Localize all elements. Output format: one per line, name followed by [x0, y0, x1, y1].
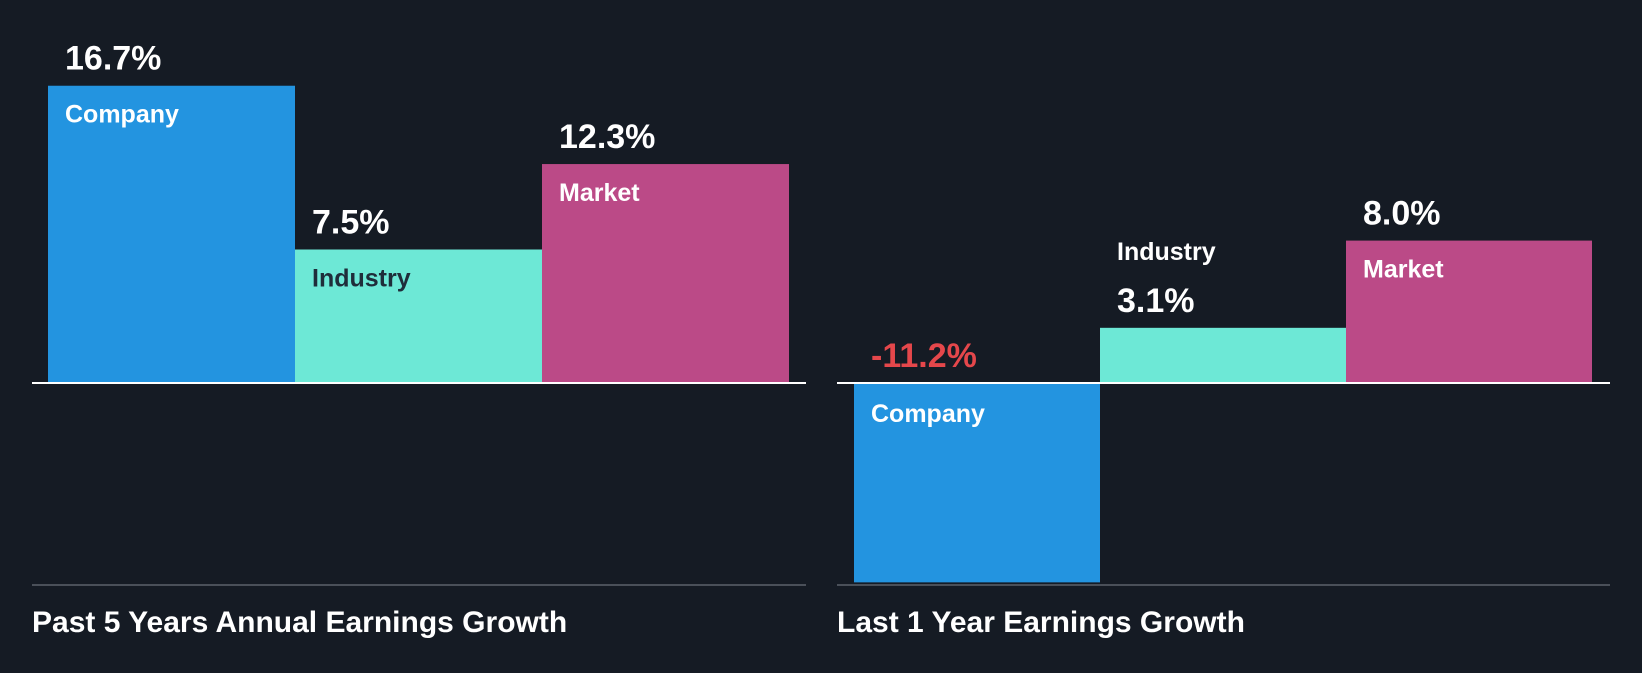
bar-industry	[295, 249, 542, 383]
category-label-company: Company	[871, 400, 985, 428]
category-label-industry: Industry	[312, 265, 411, 293]
category-label-industry: Industry	[1117, 238, 1216, 266]
value-label-company: -11.2%	[871, 337, 977, 375]
value-label-industry: 3.1%	[1117, 282, 1195, 320]
value-label-market: 12.3%	[559, 118, 655, 156]
bar-company	[48, 85, 295, 384]
chart-title-last-1-year: Last 1 Year Earnings Growth	[837, 606, 1245, 639]
bar-market	[1346, 240, 1592, 383]
value-label-company: 16.7%	[65, 40, 161, 78]
category-label-company: Company	[65, 101, 179, 129]
bar-industry	[1100, 327, 1346, 383]
value-label-industry: 7.5%	[312, 204, 390, 242]
chart-panel-1: 16.7% Company 7.5% Industry 12.3% Market	[32, 40, 806, 586]
category-label-market: Market	[559, 179, 640, 207]
bar-company	[854, 383, 1100, 583]
bar-market	[542, 164, 789, 383]
value-label-market: 8.0%	[1363, 195, 1441, 233]
chart-title-past-5-years: Past 5 Years Annual Earnings Growth	[32, 606, 568, 639]
chart-panel-2: -11.2% Company 3.1% Industry 8.0% Market	[837, 195, 1610, 586]
category-label-market: Market	[1363, 256, 1444, 284]
